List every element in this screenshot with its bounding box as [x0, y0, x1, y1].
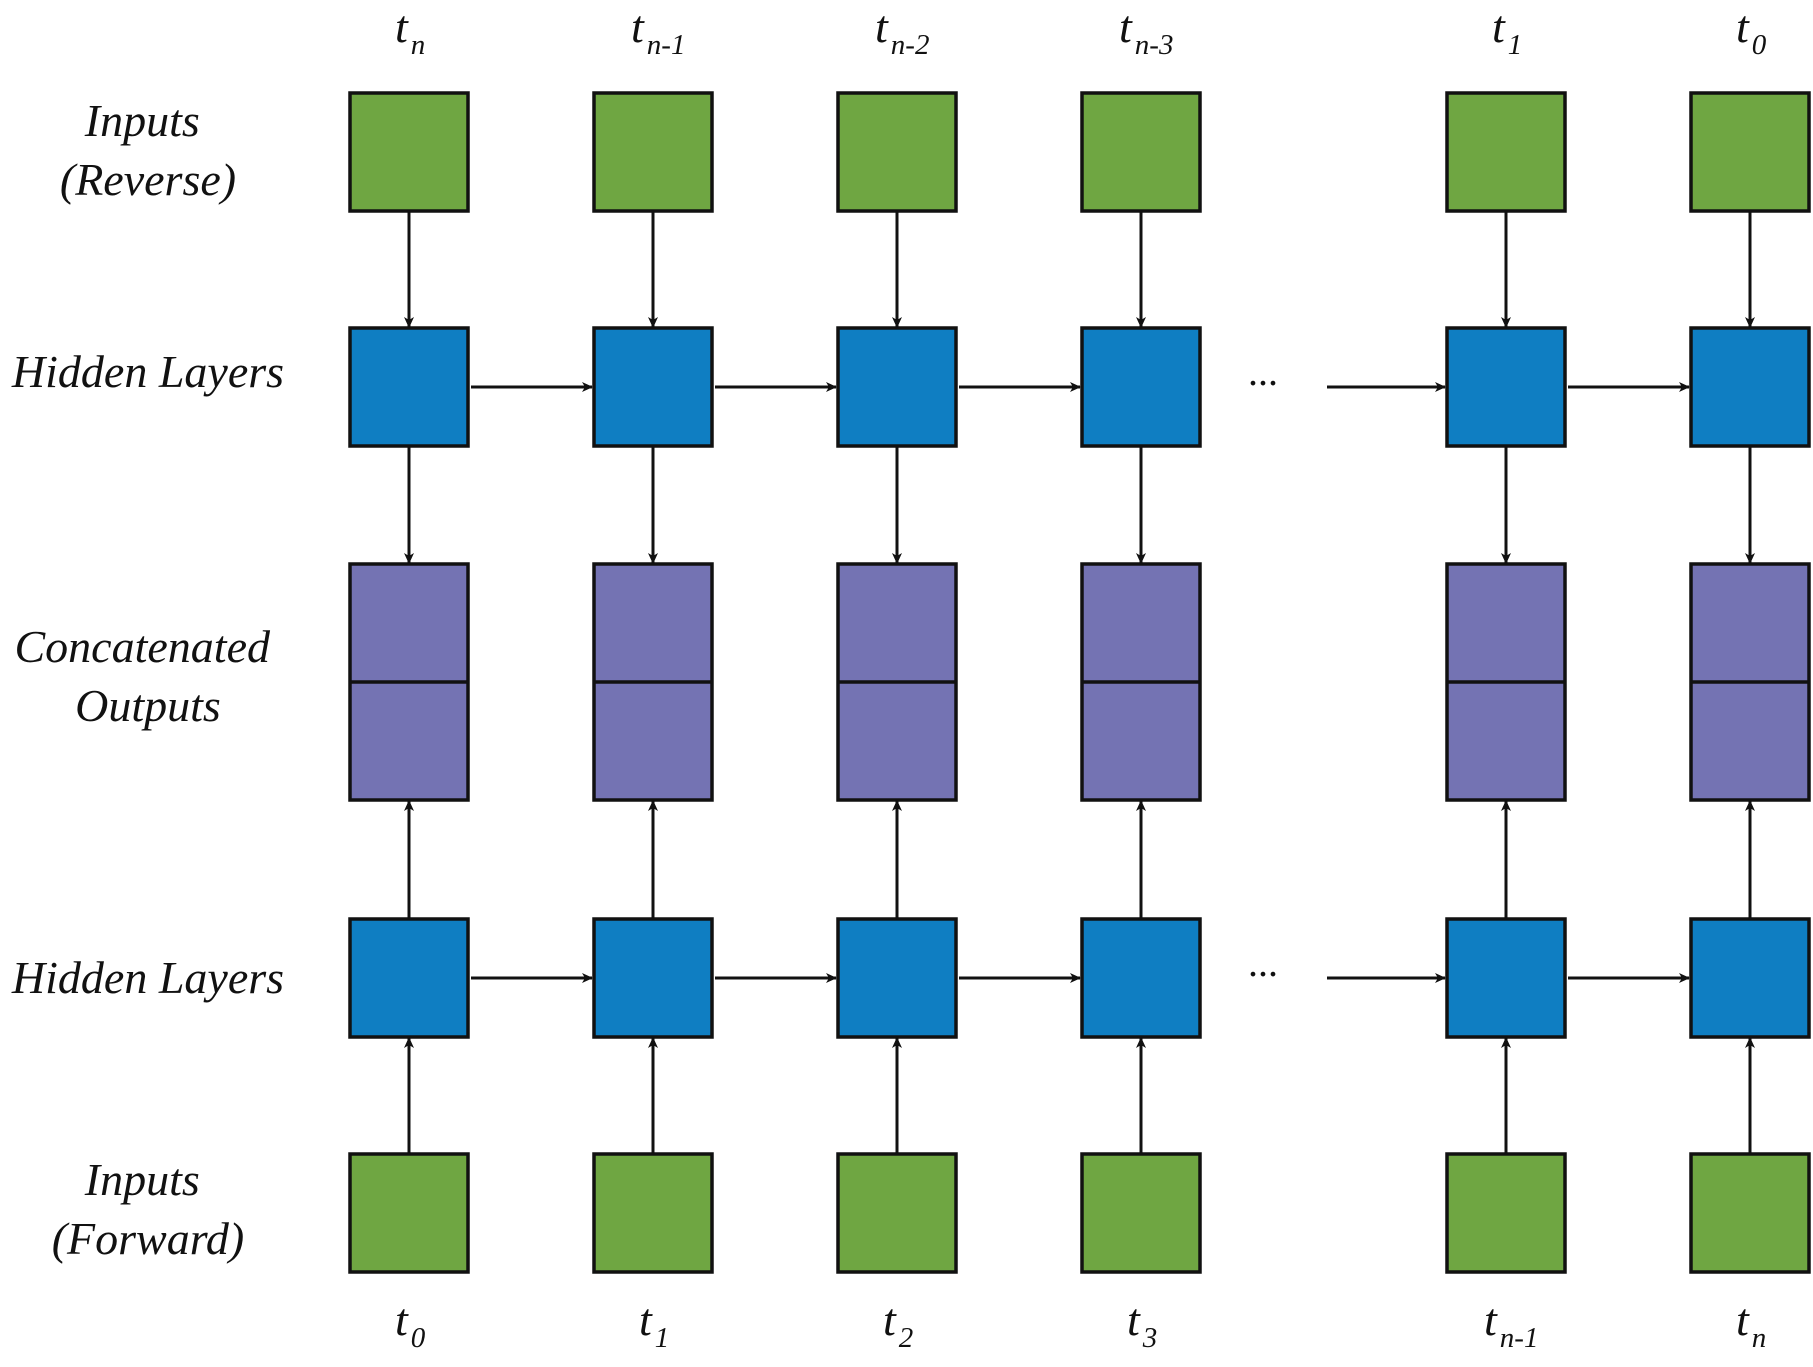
input-forward-box-4: [1445, 1152, 1567, 1274]
row-label-inputs-forward-line1: Inputs: [84, 1154, 200, 1205]
hidden-forward-box-4: [1445, 917, 1567, 1039]
hidden-forward-box-0: [348, 917, 470, 1039]
row-label-hidden-reverse-line1: Hidden Layers: [11, 346, 284, 397]
hidden-forward-box-1: [592, 917, 714, 1039]
input-forward-box-3: [1080, 1152, 1202, 1274]
input-forward-box-5: [1689, 1152, 1811, 1274]
time-label-top-3: t n-3: [1119, 1, 1173, 61]
diagram-shapes: [348, 91, 1811, 1274]
input-forward-box-2: [836, 1152, 958, 1274]
row-label-concatenated-outputs: Concatenated Outputs: [15, 621, 282, 731]
time-step-labels: t n t n-1 t n-2 t n-3 t 1 t 0 t 0 t 1 t 2 t 3 t n-1 t n: [395, 1, 1767, 1354]
input-reverse-box-1: [592, 91, 714, 213]
input-reverse-box-2: [836, 91, 958, 213]
row-label-hidden-forward-line1: Hidden Layers: [11, 952, 284, 1003]
hidden-forward-box-3: [1080, 917, 1202, 1039]
time-label-bottom-4: t n-1: [1484, 1294, 1538, 1354]
row-label-hidden-reverse: Hidden Layers: [11, 346, 284, 397]
row-label-inputs-reverse: Inputs (Reverse): [60, 95, 236, 205]
input-forward-box-1: [592, 1152, 714, 1274]
row-label-concatenated-line2: Outputs: [75, 680, 221, 731]
hidden-reverse-box-5: [1689, 326, 1811, 448]
ellipsis-hidden-reverse: ...: [1248, 349, 1278, 394]
input-forward-box-0: [348, 1152, 470, 1274]
hidden-reverse-box-1: [592, 326, 714, 448]
hidden-reverse-box-3: [1080, 326, 1202, 448]
hidden-reverse-box-0: [348, 326, 470, 448]
hidden-forward-box-2: [836, 917, 958, 1039]
row-label-hidden-forward: Hidden Layers: [11, 952, 284, 1003]
ellipsis-hidden-forward: ...: [1248, 940, 1278, 985]
time-label-top-1: t n-1: [631, 1, 685, 61]
row-label-inputs-forward: Inputs (Forward): [52, 1154, 245, 1264]
input-reverse-box-3: [1080, 91, 1202, 213]
row-label-inputs-reverse-line1: Inputs: [84, 95, 200, 146]
input-reverse-box-4: [1445, 91, 1567, 213]
input-reverse-box-0: [348, 91, 470, 213]
row-label-inputs-forward-line2: (Forward): [52, 1213, 245, 1264]
row-label-concatenated-line1: Concatenated: [15, 621, 271, 672]
row-label-inputs-reverse-line2: (Reverse): [60, 154, 236, 205]
hidden-reverse-box-2: [836, 326, 958, 448]
time-label-top-2: t n-2: [875, 1, 929, 61]
input-reverse-box-5: [1689, 91, 1811, 213]
hidden-reverse-box-4: [1445, 326, 1567, 448]
hidden-forward-box-5: [1689, 917, 1811, 1039]
